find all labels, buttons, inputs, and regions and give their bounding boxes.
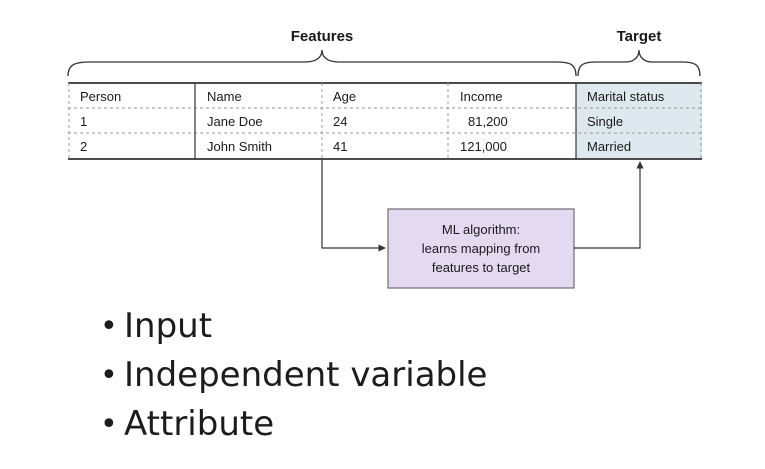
bullet-text: Attribute — [124, 404, 275, 444]
bullet-dot-icon: • — [100, 407, 118, 442]
table-cell: 121,000 — [460, 139, 507, 154]
table-cell: Married — [587, 139, 631, 154]
features-to-ml-arrow — [321, 160, 386, 252]
table-cell: 2 — [80, 139, 87, 154]
bullet-item: • Input — [100, 302, 487, 351]
bullet-dot-icon: • — [100, 358, 118, 393]
table-cell: Jane Doe — [207, 114, 263, 129]
table-cell: Single — [587, 114, 623, 129]
bullet-text: Independent variable — [124, 355, 488, 395]
bullet-dot-icon: • — [100, 309, 118, 344]
target-label: Target — [617, 28, 662, 45]
ml-box-line: learns mapping from — [422, 241, 541, 256]
bullet-text: Input — [124, 306, 213, 346]
table-cell: 41 — [333, 139, 347, 154]
ml-mapping-diagram: Features Target Person Name Age Income M… — [67, 28, 702, 289]
target-brace — [577, 49, 701, 77]
table-cell: 24 — [333, 114, 347, 129]
ml-box-line: features to target — [432, 260, 531, 275]
table-header-cell: Person — [80, 89, 121, 104]
bullet-item: • Independent variable — [100, 351, 487, 400]
target-column-fill — [576, 83, 702, 159]
bullet-item: • Attribute — [100, 400, 487, 449]
table-header-cell: Age — [333, 89, 356, 104]
features-brace — [67, 49, 577, 77]
table-header-cell: Name — [207, 89, 242, 104]
table-cell: John Smith — [207, 139, 272, 154]
table-header-cell: Income — [460, 89, 503, 104]
table-header-cell: Marital status — [587, 89, 665, 104]
ml-to-target-arrow — [574, 161, 644, 249]
features-label: Features — [291, 28, 354, 45]
ml-box-line: ML algorithm: — [442, 222, 520, 237]
bullet-list: • Input • Independent variable • Attribu… — [100, 302, 487, 449]
table-cell: 81,200 — [468, 114, 508, 129]
table-cell: 1 — [80, 114, 87, 129]
